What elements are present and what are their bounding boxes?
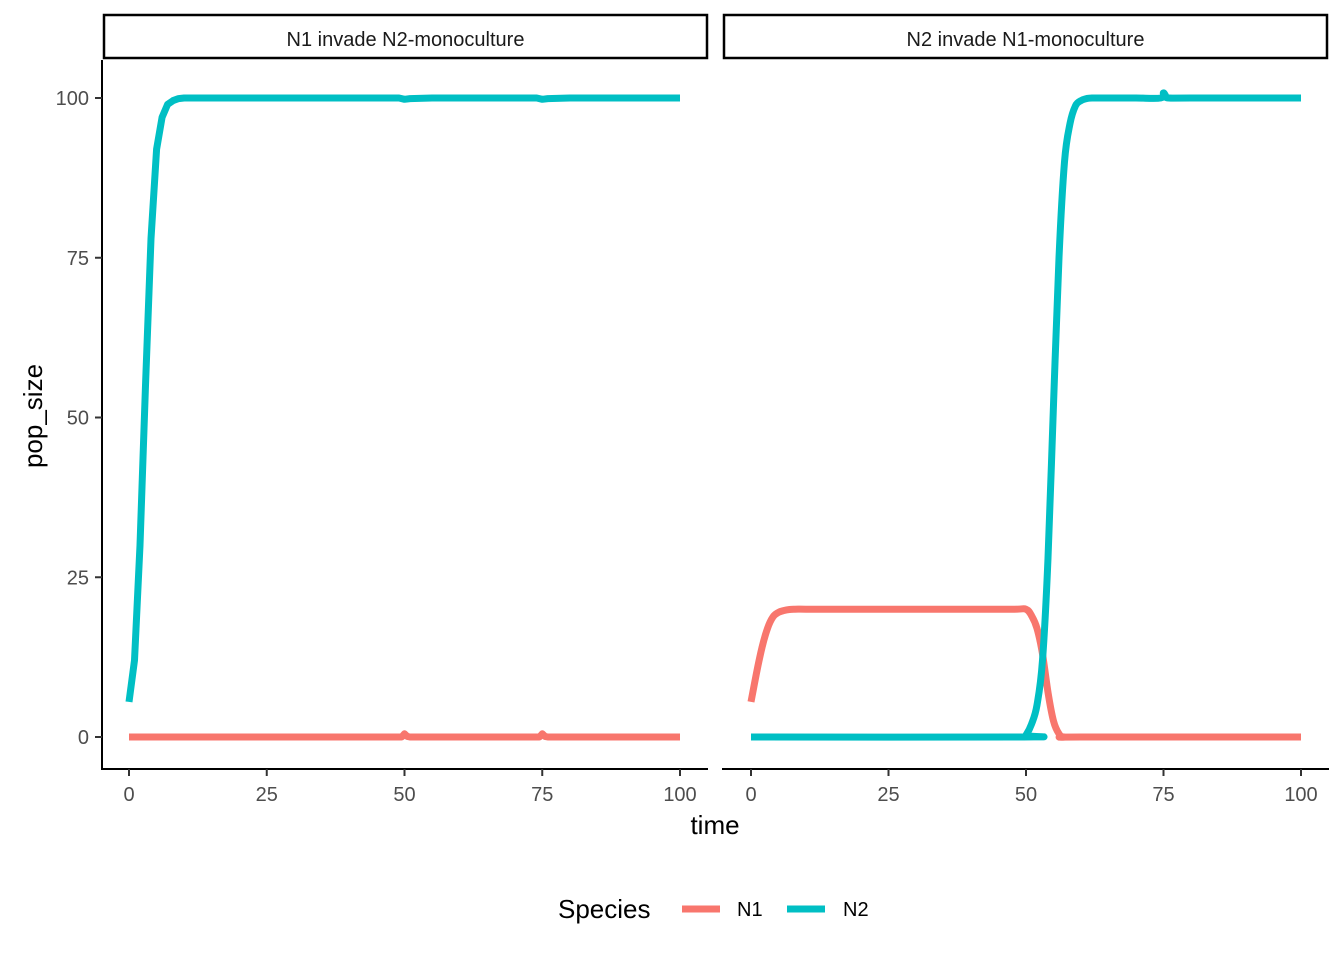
y-tick-label: 0	[78, 727, 89, 749]
y-tick-label: 75	[67, 248, 89, 270]
panel-2-x-axis-ticks: 0 25 50 75 100	[745, 769, 1318, 806]
x-tick-label: 0	[745, 784, 756, 806]
x-tick-label: 25	[256, 784, 278, 806]
series-line-n2-panel-1	[125, 94, 680, 703]
legend-label-n1: N1	[737, 899, 763, 921]
x-axis-title: time	[690, 810, 739, 840]
legend-label-n2: N2	[843, 899, 869, 921]
panel-1-title: N1 invade N2-monoculture	[287, 29, 525, 51]
panel-1-plot-area	[125, 94, 680, 741]
x-tick-label: 100	[1284, 784, 1317, 806]
panel-1-strip: N1 invade N2-monoculture	[102, 13, 709, 60]
x-tick-label: 25	[877, 784, 899, 806]
series-line-n2-panel-2	[750, 89, 1301, 741]
y-axis-ticks: 0 25 50 75 100	[56, 88, 102, 749]
x-tick-label: 75	[531, 784, 553, 806]
x-tick-label: 100	[663, 784, 696, 806]
y-tick-label: 25	[67, 567, 89, 589]
x-tick-label: 75	[1152, 784, 1174, 806]
series-line-n1-panel-2	[747, 605, 1301, 741]
y-tick-label: 50	[67, 408, 89, 430]
panel-2-plot-area	[747, 89, 1301, 741]
y-tick-label: 100	[56, 88, 89, 110]
panel-2-strip: N2 invade N1-monoculture	[722, 13, 1329, 60]
x-tick-label: 0	[123, 784, 134, 806]
panel-2-title: N2 invade N1-monoculture	[907, 29, 1145, 51]
x-tick-label: 50	[393, 784, 415, 806]
panel-1-x-axis-ticks: 0 25 50 75 100	[123, 769, 697, 806]
y-axis-title: pop_size	[18, 364, 48, 468]
series-line-n1-panel-1	[129, 730, 680, 741]
legend: Species N1 N2	[558, 894, 869, 924]
legend-title: Species	[558, 894, 651, 924]
axes	[101, 60, 1329, 770]
x-tick-label: 50	[1015, 784, 1037, 806]
